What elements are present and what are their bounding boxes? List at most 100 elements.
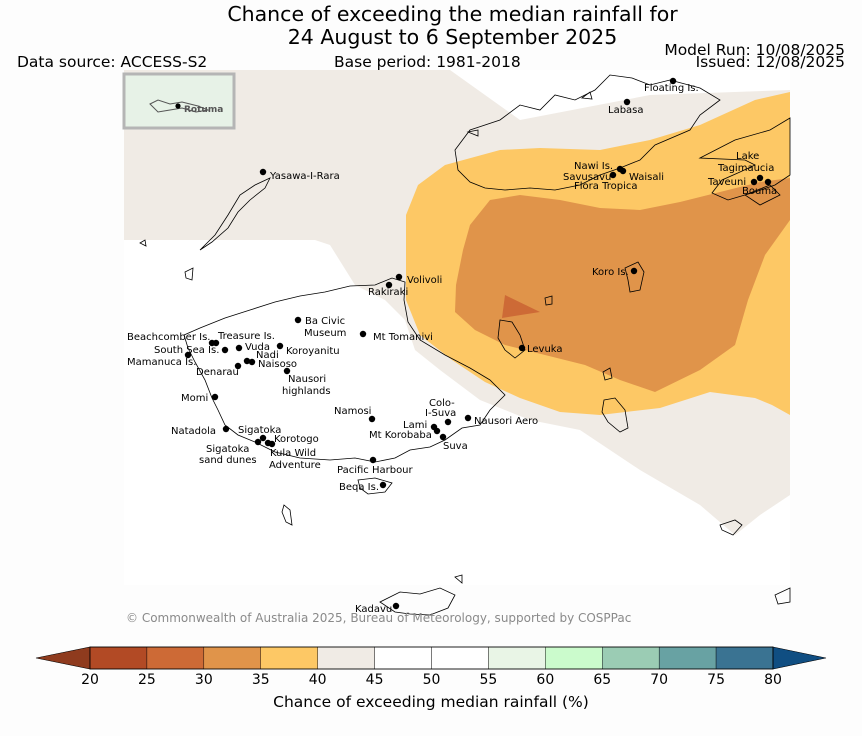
label-koroyanitu: Koroyanitu <box>286 346 340 357</box>
colorbar-cells <box>89 646 774 670</box>
inset-frame <box>122 72 236 130</box>
label-sigatoka-dunes-2: sand dunes <box>199 455 257 466</box>
model-run: Model Run: 10/08/2025 <box>664 41 845 59</box>
marker-colo-suva <box>444 418 452 426</box>
marker-rakiraki <box>385 281 393 289</box>
marker-mamanuca <box>184 351 192 359</box>
colorbar-low-arrow <box>35 646 91 670</box>
label-kula-2: Adventure <box>269 460 321 471</box>
label-naisoso: Naisoso <box>258 359 297 370</box>
colorbar-cell <box>431 646 489 670</box>
marker-floating-is <box>669 77 677 85</box>
label-floating-is: Floating Is. <box>644 83 699 94</box>
colorbar-cell <box>602 646 660 670</box>
colorbar-cell <box>715 646 774 670</box>
label-kula-1: Kula Wild <box>270 448 316 459</box>
inset-label: Rotuma <box>184 105 223 115</box>
colorbar-cell <box>488 646 546 670</box>
inset-dot <box>175 103 181 109</box>
colorbar-cell <box>317 646 375 670</box>
label-volivoli: Volivoli <box>407 275 442 286</box>
colorbar-tick-label: 65 <box>593 672 612 688</box>
label-beachcomber: Beachcomber Is. <box>127 332 210 343</box>
colorbar-high-arrow <box>772 646 827 670</box>
label-ba-civic-2: Museum <box>304 328 346 339</box>
colorbar-tick-label: 55 <box>479 672 498 688</box>
label-taveuni: Taveuni <box>707 177 746 188</box>
marker-koroyanitu <box>276 342 284 350</box>
label-mt-korobaba: Mt Korobaba <box>369 430 432 441</box>
label-nausori-aero: Nausori Aero <box>474 416 538 427</box>
colorbar-cell <box>146 646 205 670</box>
zone-25-30 <box>502 295 540 318</box>
label-rakiraki: Rakiraki <box>368 287 408 298</box>
inset-island <box>149 99 210 113</box>
marker-waisali <box>619 167 627 175</box>
label-ba-civic-1: Ba Civic <box>305 316 345 327</box>
marker-savusavu <box>609 171 617 179</box>
label-denarau: Denarau <box>196 367 239 378</box>
colorbar-cell <box>260 646 318 670</box>
colorbar-outline <box>89 646 774 670</box>
colorbar-cell <box>658 646 717 670</box>
marker-vuda <box>235 344 243 352</box>
colorbar-tick-label: 35 <box>251 672 270 688</box>
label-beqa: Beqa Is. <box>339 482 379 493</box>
colorbar <box>35 646 827 670</box>
marker-nadi <box>243 357 251 365</box>
label-bouma: Bouma <box>742 186 777 197</box>
label-momi: Momi <box>181 393 208 404</box>
colorbar-tick-label: 80 <box>764 672 782 688</box>
label-mamanuca: Mamanuca Is. <box>127 357 196 368</box>
marker-taveuni <box>750 178 758 186</box>
marker-denarau <box>234 362 242 370</box>
label-pacific-harbour: Pacific Harbour <box>337 465 414 476</box>
marker-suva <box>439 433 447 441</box>
marker-labasa <box>623 98 631 106</box>
colorbar-tick-label: 30 <box>194 672 213 688</box>
marker-mt-korobaba <box>433 427 441 435</box>
colorbar-tick-label: 25 <box>137 672 156 688</box>
colorbar-label: Chance of exceeding median rainfall (%) <box>273 693 589 711</box>
colorbar-cell <box>89 646 148 670</box>
marker-kadavu <box>392 602 400 610</box>
label-lami: Lami <box>403 420 427 431</box>
title-line-2: 24 August to 6 September 2025 <box>287 25 618 49</box>
label-nadi: Nadi <box>256 350 279 361</box>
copyright: © Commonwealth of Australia 2025, Bureau… <box>126 611 632 625</box>
label-mt-tomanivi: Mt Tomanivi <box>373 332 433 343</box>
marker-nausori-aero <box>464 414 472 422</box>
base-period: Base period: 1981-2018 <box>334 53 521 71</box>
marker-sigatoka <box>259 434 267 442</box>
colorbar-tick-label: 20 <box>81 672 99 688</box>
label-kadavu: Kadavu <box>355 604 392 615</box>
label-sigatoka-dunes-1: Sigatoka <box>206 444 249 455</box>
label-flora-tropica: Flora Tropica <box>574 181 637 192</box>
label-yasawa: Yasawa-I-Rara <box>269 171 340 182</box>
issued-date: Issued: 12/08/2025 <box>695 53 845 71</box>
label-lake-tagimaucia-1: Lake <box>736 151 759 162</box>
marker-koro-is <box>630 267 638 275</box>
label-koro-is: Koro Is. <box>592 267 629 278</box>
marker-naisoso <box>248 358 256 366</box>
marker-pacific-harbour <box>369 456 377 464</box>
marker-south-sea <box>221 346 229 354</box>
colorbar-cell <box>374 646 432 670</box>
label-vuda: Vuda <box>245 342 270 353</box>
colorbar-tick-label: 70 <box>650 672 669 688</box>
marker-yasawa <box>259 168 267 176</box>
label-korotogo: Korotogo <box>274 434 319 445</box>
colorbar-tick-label: 75 <box>707 672 725 688</box>
marker-kula <box>268 440 276 448</box>
label-waisali: Waisali <box>629 172 664 183</box>
marker-bouma <box>764 178 772 186</box>
label-savusavu: Savusavu <box>563 172 611 183</box>
marker-momi <box>211 393 219 401</box>
marker-beqa <box>379 481 387 489</box>
marker-mt-tomanivi <box>359 330 367 338</box>
label-colo-suva-2: I-Suva <box>425 408 456 419</box>
title-line-1: Chance of exceeding the median rainfall … <box>227 2 678 26</box>
label-colo-suva-1: Colo- <box>429 398 455 409</box>
marker-sigatoka-dunes <box>254 438 262 446</box>
